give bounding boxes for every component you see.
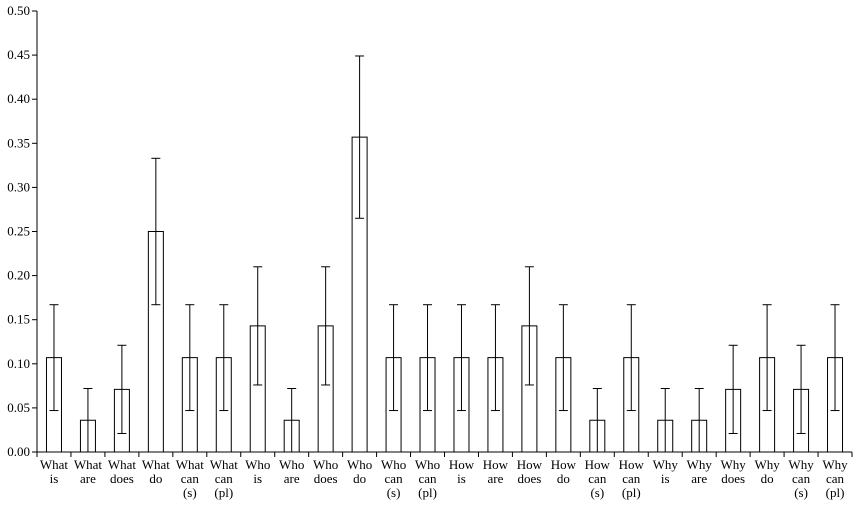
category-label: What — [74, 457, 103, 472]
category-label: Why — [687, 457, 713, 472]
category-label: does — [314, 471, 338, 486]
category-label: (pl) — [418, 485, 437, 500]
category-label: do — [761, 471, 774, 486]
bars — [45, 136, 844, 453]
category-label: Why — [653, 457, 679, 472]
y-tick-label: 0.10 — [7, 356, 30, 371]
y-tick-label: 0.50 — [7, 3, 30, 18]
category-label: are — [691, 471, 707, 486]
category-label: How — [483, 457, 509, 472]
category-label: How — [449, 457, 475, 472]
y-tick-label: 0.45 — [7, 47, 30, 62]
category-label: Why — [788, 457, 814, 472]
category-label: are — [80, 471, 96, 486]
error-bars — [49, 55, 840, 452]
category-label: What — [108, 457, 137, 472]
category-label: (s) — [183, 485, 197, 500]
category-label: Who — [347, 457, 372, 472]
category-label: How — [517, 457, 543, 472]
category-label: (s) — [794, 485, 808, 500]
category-label: can — [588, 471, 607, 486]
category-label: (pl) — [826, 485, 845, 500]
category-label: can — [385, 471, 404, 486]
category-label: Who — [381, 457, 406, 472]
category-label: can — [826, 471, 845, 486]
category-label: Who — [313, 457, 338, 472]
category-label: is — [661, 471, 670, 486]
category-label: (pl) — [214, 485, 233, 500]
y-tick-label: 0.35 — [7, 135, 30, 150]
y-tick-label: 0.25 — [7, 224, 30, 239]
category-label: is — [253, 471, 262, 486]
category-label: does — [517, 471, 541, 486]
category-label: What — [142, 457, 171, 472]
category-label: How — [619, 457, 645, 472]
category-label: does — [721, 471, 745, 486]
category-label: does — [110, 471, 134, 486]
category-label: Why — [754, 457, 780, 472]
category-label: Who — [415, 457, 440, 472]
category-label: Who — [279, 457, 304, 472]
category-label: What — [40, 457, 69, 472]
category-label: How — [585, 457, 611, 472]
y-tick-label: 0.30 — [7, 179, 30, 194]
category-label: Why — [822, 457, 848, 472]
category-label: Why — [721, 457, 747, 472]
y-tick-label: 0.20 — [7, 268, 30, 283]
category-label: is — [457, 471, 466, 486]
y-tick-label: 0.00 — [7, 444, 30, 459]
category-label: is — [50, 471, 59, 486]
category-label: do — [353, 471, 366, 486]
category-labels: WhatisWhatareWhatdoesWhatdoWhatcan(s)Wha… — [40, 457, 848, 500]
category-label: are — [284, 471, 300, 486]
category-label: can — [622, 471, 641, 486]
category-label: (s) — [387, 485, 401, 500]
category-label: How — [551, 457, 577, 472]
category-label: do — [149, 471, 162, 486]
category-label: Who — [245, 457, 270, 472]
category-label: can — [418, 471, 437, 486]
y-tick-label: 0.40 — [7, 91, 30, 106]
y-tick-label: 0.05 — [7, 400, 30, 415]
category-label: do — [557, 471, 570, 486]
category-label: can — [181, 471, 200, 486]
category-label: can — [792, 471, 811, 486]
category-label: (s) — [590, 485, 604, 500]
category-label: can — [215, 471, 234, 486]
y-tick-label: 0.15 — [7, 312, 30, 327]
category-label: What — [176, 457, 205, 472]
category-label: are — [488, 471, 504, 486]
category-label: What — [210, 457, 239, 472]
y-axis: 0.00 0.05 0.10 0.15 0.20 0.25 0.30 0.35 0.40 0.45… — [7, 3, 38, 459]
category-label: (pl) — [622, 485, 641, 500]
x-axis — [36, 451, 853, 457]
